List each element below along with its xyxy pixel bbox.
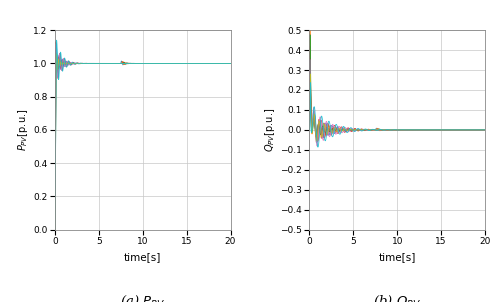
X-axis label: time[s]: time[s] xyxy=(124,252,162,262)
Text: (b) $Q_{PV}$: (b) $Q_{PV}$ xyxy=(374,293,421,302)
Y-axis label: $P_{PV}$[p.u.]: $P_{PV}$[p.u.] xyxy=(16,109,30,151)
Text: (a) $P_{PV}$: (a) $P_{PV}$ xyxy=(120,293,165,302)
Y-axis label: $Q_{PV}$[p.u.]: $Q_{PV}$[p.u.] xyxy=(263,108,277,152)
X-axis label: time[s]: time[s] xyxy=(378,252,416,262)
